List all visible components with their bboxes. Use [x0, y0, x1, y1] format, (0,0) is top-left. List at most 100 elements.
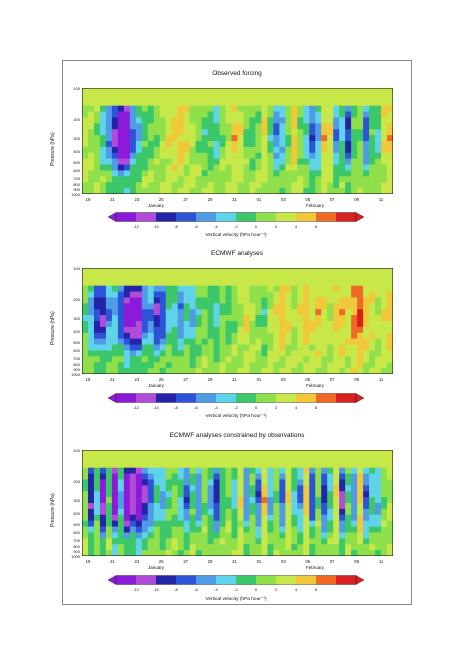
heatmap-cell	[225, 309, 233, 316]
heatmap-cell	[273, 268, 280, 275]
heatmap-cell	[111, 491, 119, 498]
heatmap-cell	[249, 467, 257, 475]
heatmap-cell	[201, 176, 209, 183]
heatmap-cell	[237, 332, 245, 340]
colorbar-segment	[156, 212, 177, 222]
heatmap-cell	[213, 315, 221, 322]
heatmap-cell	[357, 503, 364, 510]
heatmap-cell	[339, 152, 346, 160]
heatmap-cell	[285, 279, 292, 287]
heatmap-cell	[183, 321, 191, 328]
heatmap-cell	[333, 111, 340, 119]
heatmap-cell	[189, 303, 197, 310]
heatmap-cell	[357, 99, 364, 107]
heatmap-cell	[141, 485, 149, 492]
heatmap-cell	[303, 450, 310, 457]
heatmap-cell	[369, 164, 376, 172]
heatmap-cell	[135, 152, 143, 160]
heatmap-cell	[381, 356, 388, 363]
heatmap-cell	[99, 117, 107, 124]
heatmap-cell	[345, 526, 352, 534]
panel-2-title: ECMWF analyses	[210, 250, 263, 257]
heatmap-cell	[153, 268, 161, 275]
heatmap-cell	[123, 291, 131, 299]
heatmap-cell	[219, 188, 227, 194]
heatmap-cell	[87, 303, 95, 310]
heatmap-cell	[105, 508, 113, 516]
heatmap-cell	[225, 455, 233, 463]
heatmap-cell	[225, 146, 233, 154]
heatmap-cell	[213, 368, 221, 374]
heatmap-cell	[82, 368, 89, 374]
heatmap-cell	[135, 467, 143, 475]
heatmap-cell	[129, 146, 137, 154]
heatmap-cell	[375, 479, 382, 486]
heatmap-cell	[243, 508, 251, 516]
heatmap-cell	[195, 532, 203, 539]
heatmap-cell	[165, 350, 173, 357]
heatmap-cell	[237, 315, 245, 322]
heatmap-cell	[87, 497, 95, 504]
heatmap-cell	[315, 291, 322, 299]
heatmap-cell	[291, 303, 298, 310]
heatmap-cell	[201, 268, 209, 275]
heatmap-cell	[351, 362, 358, 369]
heatmap-cell	[231, 88, 239, 95]
heatmap-cell	[255, 158, 263, 166]
heatmap-cell	[171, 135, 179, 142]
heatmap-cell	[129, 123, 137, 130]
heatmap-cell	[82, 176, 89, 183]
heatmap-cell	[339, 497, 346, 504]
heatmap-cell	[249, 315, 257, 322]
heatmap-cell	[351, 273, 358, 281]
heatmap-cell	[195, 146, 203, 154]
heatmap-cell	[123, 514, 131, 522]
heatmap-cell	[153, 285, 161, 293]
heatmap-cell	[153, 455, 161, 463]
heatmap-cell	[189, 188, 197, 194]
heatmap-cell	[87, 332, 95, 340]
heatmap-cell	[111, 497, 119, 504]
heatmap-cell	[291, 497, 298, 504]
heatmap-cell	[357, 158, 364, 166]
heatmap-cell	[225, 344, 233, 352]
heatmap-cell	[237, 326, 245, 334]
heatmap-cell	[189, 93, 197, 101]
heatmap-cell	[279, 326, 286, 334]
heatmap-cell	[333, 538, 340, 545]
heatmap-cell	[315, 99, 322, 107]
heatmap-cell	[207, 532, 215, 539]
heatmap-cell	[147, 129, 155, 136]
heatmap-cell	[375, 326, 382, 334]
heatmap-cell	[375, 368, 382, 374]
heatmap-cell	[159, 303, 167, 310]
heatmap-cell	[177, 182, 185, 189]
heatmap-cell	[195, 111, 203, 119]
heatmap-cell	[177, 164, 185, 172]
heatmap-cell	[231, 123, 239, 130]
heatmap-cell	[147, 503, 155, 510]
heatmap-cell	[93, 485, 101, 492]
heatmap-cell	[279, 526, 286, 534]
heatmap-cell	[177, 268, 185, 275]
heatmap-cell	[285, 503, 292, 510]
heatmap-cell	[279, 491, 286, 498]
heatmap-cell	[273, 273, 280, 281]
heatmap-cell	[327, 170, 334, 177]
heatmap-cell	[315, 450, 322, 457]
heatmap-cell	[297, 129, 304, 136]
heatmap-cell	[82, 503, 89, 510]
heatmap-cell	[267, 152, 274, 160]
heatmap-cell	[255, 141, 263, 148]
heatmap-cell	[165, 467, 173, 475]
heatmap-cell	[375, 291, 382, 299]
heatmap-cell	[381, 526, 388, 534]
heatmap-cell	[201, 273, 209, 281]
heatmap-cell	[82, 285, 89, 293]
heatmap-cell	[207, 326, 215, 334]
heatmap-cell	[93, 273, 101, 281]
heatmap-cell	[261, 141, 268, 148]
heatmap-cell	[207, 303, 215, 310]
heatmap-cell	[381, 326, 388, 334]
heatmap-cell	[237, 182, 245, 189]
